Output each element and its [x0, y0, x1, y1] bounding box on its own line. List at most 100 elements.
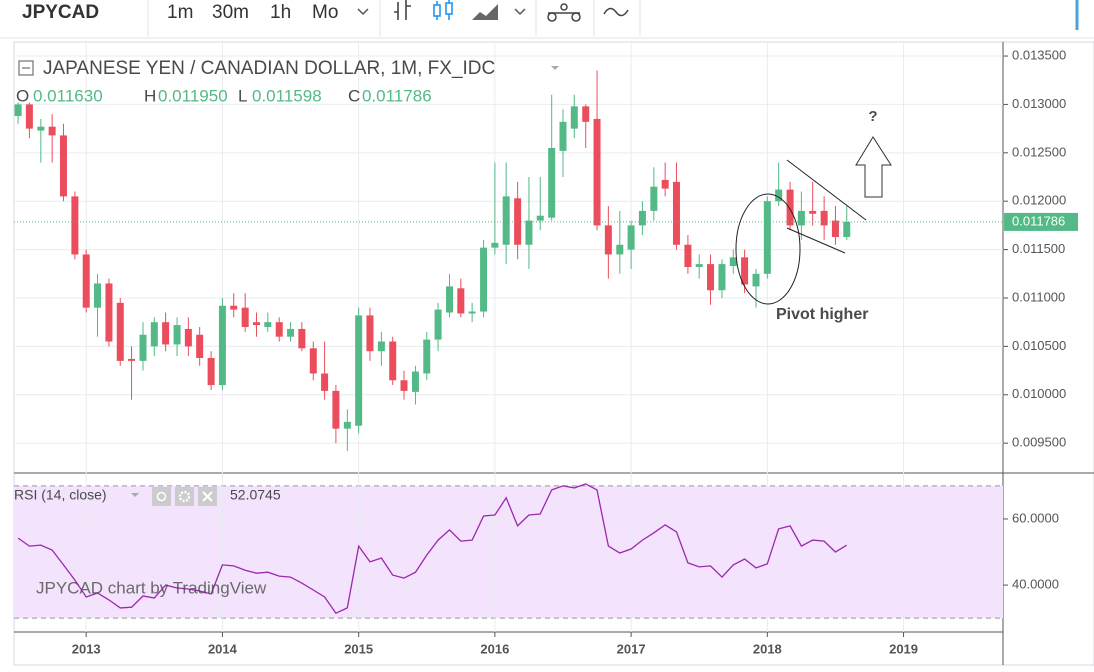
candle-body [264, 322, 272, 328]
candle-body [355, 315, 363, 426]
candle-body [37, 126, 45, 131]
candle-body [718, 264, 726, 291]
candle-body [411, 371, 419, 392]
candle-body [695, 264, 703, 268]
candle-body [275, 322, 283, 337]
candle-body [797, 210, 805, 226]
candle-body [820, 210, 828, 226]
collapse-icon[interactable] [18, 60, 34, 76]
trend-line [786, 227, 846, 254]
candle-body [729, 257, 737, 267]
symbol[interactable]: JPYCAD [22, 2, 99, 23]
y-tick-label: 0.013500 [1012, 47, 1066, 62]
candle-body [752, 273, 760, 287]
candle-body [480, 247, 488, 312]
candle-body [207, 357, 215, 386]
candle-body [616, 244, 624, 255]
ohlc-value: 0.011950 [158, 86, 228, 105]
annotation-text: ? [868, 108, 877, 125]
ohlc-label: O [16, 86, 29, 105]
candle-body [491, 242, 499, 248]
candle-body [672, 181, 680, 245]
y-tick-label: 0.011500 [1012, 241, 1065, 256]
x-tick-label: 2015 [344, 641, 373, 656]
candle-body [116, 302, 124, 361]
candle-body [196, 334, 204, 358]
last-price-label: 0.011786 [1012, 213, 1065, 228]
visibility-button[interactable] [152, 487, 171, 506]
candle-body [377, 341, 385, 352]
y-tick-label: 0.012000 [1012, 193, 1066, 208]
ohlc-label: C [348, 86, 360, 105]
rsi-line [17, 483, 848, 615]
settings-button[interactable] [175, 487, 194, 506]
x-tick-label: 2019 [889, 641, 918, 656]
rsi-value: 52.0745 [230, 487, 281, 503]
indicator-icon[interactable] [547, 3, 581, 22]
rsi-menu[interactable] [131, 493, 139, 497]
area-icon[interactable] [472, 4, 498, 20]
candle-body [287, 328, 295, 337]
candle-body [343, 421, 351, 429]
last-price-box [1004, 212, 1078, 231]
up-arrow [855, 136, 892, 198]
candle-body [14, 104, 22, 117]
y-tick-label: 60.0000 [1012, 510, 1059, 525]
bar-icon[interactable] [394, 0, 411, 20]
candle-body [434, 309, 442, 340]
y-tick-label: 0.011000 [1012, 289, 1065, 304]
candle-body [536, 215, 544, 221]
candle-body [128, 358, 136, 361]
rsi-buttons [152, 487, 217, 506]
candle-body [139, 334, 147, 361]
candle-body [809, 210, 817, 214]
candle-body [94, 283, 102, 308]
candle-body [741, 257, 749, 285]
y-tick-label: 40.0000 [1012, 577, 1059, 592]
ohlc-value: 0.011598 [252, 86, 322, 105]
candle-body [786, 189, 794, 226]
candle-body [638, 210, 646, 226]
candle-body [604, 225, 612, 255]
candle-body [423, 339, 431, 374]
watermark: JPYCAD chart by TradingView [36, 578, 267, 597]
candle-body [82, 254, 90, 308]
candle-body [457, 288, 465, 314]
chart-title: JAPANESE YEN / CANADIAN DOLLAR, 1M, FX_I… [43, 58, 495, 79]
candle-body [173, 325, 181, 345]
candle-body [71, 196, 79, 255]
candle-body [831, 220, 839, 238]
candle-body [570, 106, 578, 129]
interval-button[interactable]: Mo [312, 2, 338, 23]
candle-body [252, 322, 260, 326]
candle-icon[interactable] [433, 0, 453, 20]
ohlc-label: H [144, 86, 156, 105]
candle-body [230, 305, 238, 310]
interval-button[interactable]: 1h [270, 2, 291, 23]
dropdown-icon[interactable] [514, 8, 526, 16]
annotation-text: Pivot higher [776, 306, 868, 323]
gear-icon [178, 490, 191, 503]
candle-body [218, 305, 226, 386]
candle-body [446, 286, 454, 313]
candle-body [559, 121, 567, 151]
candle-body [627, 225, 635, 250]
candle-body [321, 373, 329, 391]
candle-body [48, 126, 56, 136]
y-tick-label: 0.010500 [1012, 338, 1066, 353]
compare-icon[interactable] [603, 7, 629, 17]
candle-body [150, 322, 158, 347]
candle-body [593, 118, 601, 226]
candle-body [241, 307, 249, 328]
candle-body [25, 104, 33, 129]
dropdown-icon[interactable] [357, 8, 369, 16]
interval-button[interactable]: 30m [212, 2, 249, 23]
interval-button[interactable]: 1m [167, 2, 193, 23]
title-menu[interactable] [551, 66, 559, 70]
candle-body [525, 220, 533, 245]
pivot-ellipse [735, 193, 801, 305]
candle-body [59, 135, 67, 197]
candle-body [389, 341, 397, 381]
candle-body [514, 198, 522, 245]
